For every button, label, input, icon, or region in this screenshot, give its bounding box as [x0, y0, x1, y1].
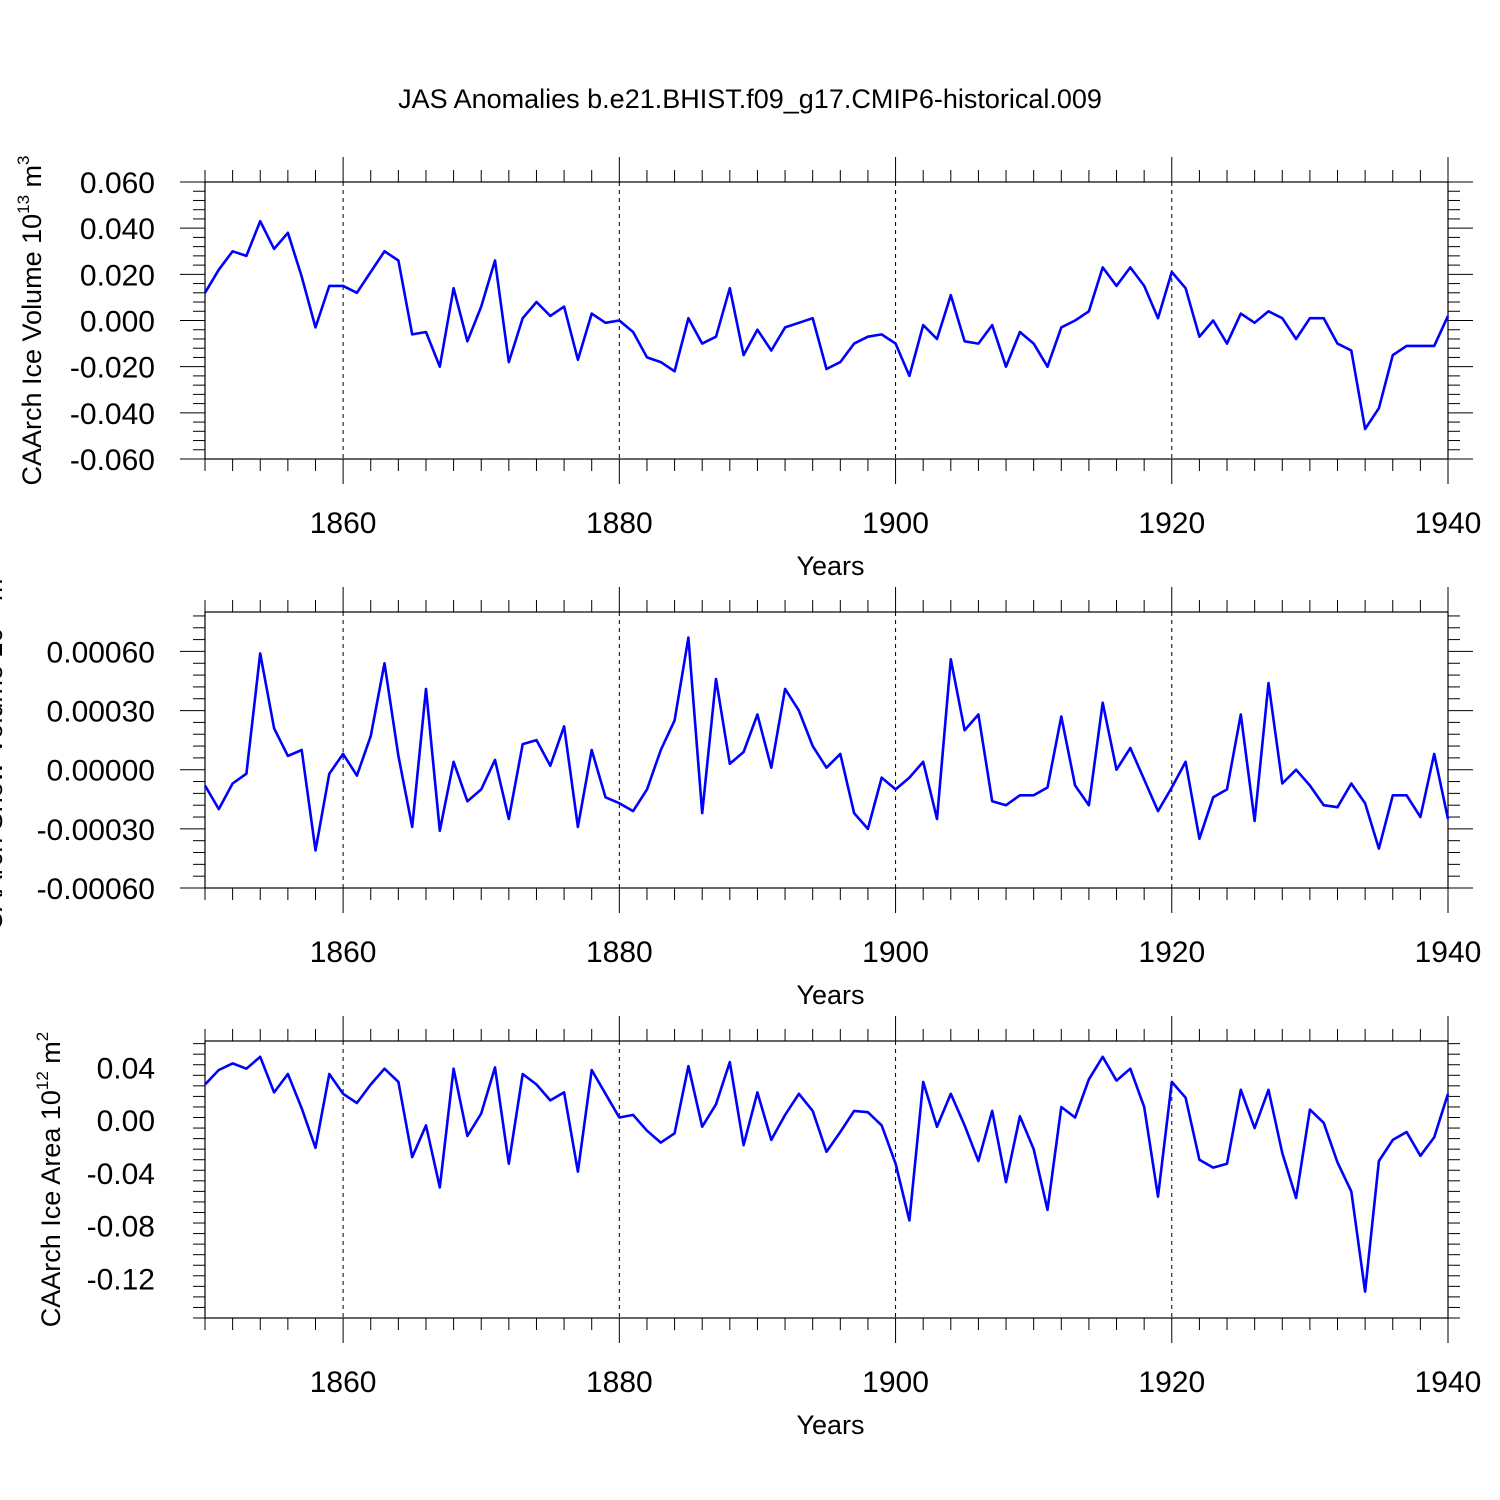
y-tick-label: -0.04	[87, 1158, 155, 1191]
y-tick-label: 0.04	[97, 1052, 155, 1085]
x-tick-label: 1920	[1138, 507, 1205, 540]
x-axis-label: Years	[796, 1410, 864, 1440]
y-tick-label: -0.040	[70, 398, 155, 431]
y-axis-label: CAArch Snow Volume 1013 m3	[0, 569, 8, 931]
x-tick-label: 1900	[862, 936, 929, 969]
y-tick-label: -0.00030	[37, 814, 155, 847]
x-axis-label: Years	[796, 551, 864, 581]
y-tick-label: 0.020	[80, 259, 155, 292]
y-tick-label: 0.00030	[47, 696, 155, 729]
y-tick-label: -0.00060	[37, 873, 155, 906]
panel-snow-volume: 1860 1880 1900 1920 1940 -0.00060 -0.00030 0.00…	[0, 569, 1482, 1010]
x-tick-label: 1880	[586, 1366, 653, 1399]
series-line	[204, 1055, 1450, 1293]
y-tick-label: 0.000	[80, 306, 155, 339]
x-tick-label: 1920	[1138, 1366, 1205, 1399]
y-tick-label: 0.00000	[47, 755, 155, 788]
y-tick-label: 0.00	[97, 1105, 155, 1138]
x-tick-label: 1940	[1415, 936, 1482, 969]
y-axis-label: CAArch Ice Volume 1013 m3	[14, 155, 47, 485]
panel-ice-volume: 1860 1880 1900 1920 1940 -0.060 -0.040 -0.020 0.…	[14, 155, 1481, 581]
y-tick-label: 0.00060	[47, 636, 155, 669]
x-tick-label: 1860	[310, 1366, 377, 1399]
y-tick-label: 0.040	[80, 213, 155, 246]
y-tick-label: -0.060	[70, 444, 155, 477]
plot-frame	[204, 611, 1449, 889]
x-axis-label: Years	[796, 980, 864, 1010]
x-tick-label: 1940	[1415, 1366, 1482, 1399]
x-tick-label: 1940	[1415, 507, 1482, 540]
series-line	[203, 219, 1450, 431]
x-tick-label: 1880	[586, 936, 653, 969]
y-tick-label: 0.060	[80, 167, 155, 200]
y-tick-label: -0.12	[87, 1263, 155, 1296]
x-tick-label: 1860	[310, 936, 377, 969]
plot-frame	[204, 181, 1449, 460]
x-tick-label: 1900	[862, 507, 929, 540]
panel-ice-area: 1860 1880 1900 1920 1940 -0.12 -0.08 -0.04 0.00 0…	[33, 1016, 1481, 1440]
y-axis-label: CAArch Ice Area 1012 m2	[33, 1032, 66, 1328]
plot-frame	[204, 1040, 1449, 1319]
series-line	[203, 636, 1450, 852]
x-tick-label: 1920	[1138, 936, 1205, 969]
x-tick-label: 1880	[586, 507, 653, 540]
y-tick-label: -0.08	[87, 1211, 155, 1244]
x-tick-label: 1900	[862, 1366, 929, 1399]
x-tick-label: 1860	[310, 507, 377, 540]
chart-title: JAS Anomalies b.e21.BHIST.f09_g17.CMIP6-…	[398, 84, 1102, 114]
y-tick-label: -0.020	[70, 352, 155, 385]
